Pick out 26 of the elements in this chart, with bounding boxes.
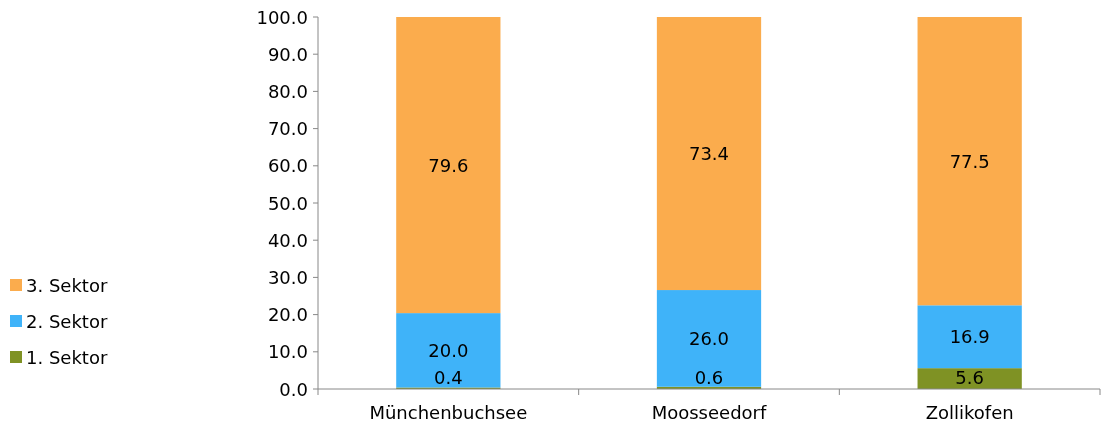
data-label: 73.4 [688,143,730,165]
legend-label: 2. Sektor [26,310,108,332]
y-tick-label: 100.0 [256,6,308,28]
y-tick-label: 50.0 [267,192,308,214]
y-tick-label: 90.0 [267,43,308,65]
x-tick-label: Moosseedorf [651,402,767,423]
y-tick-label: 40.0 [267,229,308,251]
legend-label: 3. Sektor [26,274,108,296]
legend-label: 1. Sektor [26,346,108,368]
data-label: 26.0 [688,327,730,349]
data-label: 0.4 [434,366,463,388]
data-label: 0.6 [694,366,724,388]
y-tick-label: 10.0 [267,341,308,363]
y-tick-label: 0.0 [279,378,308,400]
data-label: 5.6 [955,366,984,388]
y-tick-label: 30.0 [267,266,308,288]
x-tick-label: Münchenbuchsee [369,402,528,423]
data-label: 79.6 [428,154,469,176]
y-tick-label: 70.0 [267,118,308,140]
data-label: 77.5 [949,150,990,172]
y-tick-label: 20.0 [267,304,308,326]
x-tick-label: Zollikofen [925,402,1014,423]
y-tick-label: 80.0 [267,80,308,102]
y-tick-label: 60.0 [267,155,308,177]
data-label: 20.0 [428,339,469,361]
data-label: 16.9 [949,326,990,348]
